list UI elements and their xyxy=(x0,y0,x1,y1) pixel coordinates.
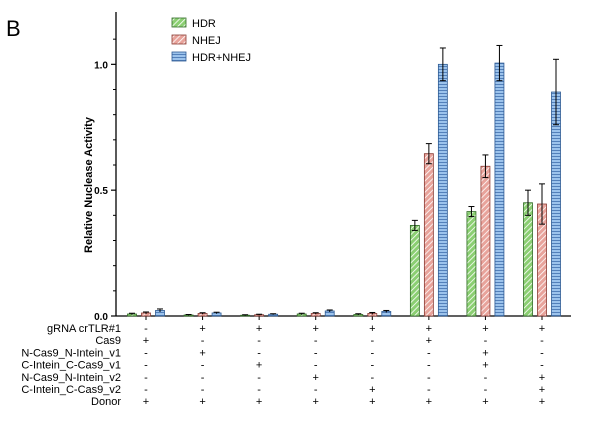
condition-sign: - xyxy=(144,347,148,359)
condition-sign: + xyxy=(482,323,488,335)
condition-sign: - xyxy=(144,360,148,372)
condition-sign: - xyxy=(201,360,205,372)
bar-hdr xyxy=(409,224,420,317)
condition-sign: + xyxy=(539,384,545,396)
condition-row-label: C-Intein_C-Cas9_v1 xyxy=(21,360,121,372)
condition-row-label: C-Intein_C-Cas9_v2 xyxy=(21,384,121,396)
condition-row-label: N-Cas9_N-Intein_v1 xyxy=(21,347,121,359)
condition-sign: + xyxy=(199,396,205,408)
condition-sign: + xyxy=(143,396,149,408)
condition-sign: + xyxy=(426,323,432,335)
condition-sign: - xyxy=(201,384,205,396)
condition-row-label: N-Cas9_N-Intein_v2 xyxy=(21,372,121,384)
condition-sign: - xyxy=(427,347,431,359)
legend-swatch xyxy=(171,51,187,62)
legend-swatch xyxy=(171,17,187,28)
condition-sign: + xyxy=(539,323,545,335)
condition-sign: - xyxy=(144,372,148,384)
condition-table: gRNA crTLR#1- + + + + + + +Cas9 + - - - - + - -N-Cas9_N… xyxy=(21,323,545,408)
condition-sign: + xyxy=(143,335,149,347)
legend-label: HDR xyxy=(192,18,216,30)
condition-sign: - xyxy=(370,335,374,347)
condition-sign: + xyxy=(256,323,262,335)
bar-hdr-nhej xyxy=(494,62,505,317)
condition-sign: - xyxy=(257,347,261,359)
condition-sign: + xyxy=(482,360,488,372)
condition-sign: - xyxy=(370,347,374,359)
error-bars xyxy=(129,44,559,316)
y-tick-label: 1.0 xyxy=(94,60,108,71)
legend: HDR NHEJ HDR+NHEJ xyxy=(171,17,251,64)
panel-label: B xyxy=(6,16,21,41)
bar-nhej xyxy=(423,153,434,317)
condition-sign: - xyxy=(427,360,431,372)
condition-sign: - xyxy=(484,384,488,396)
condition-row-label: gRNA crTLR#1 xyxy=(47,323,121,335)
condition-row-label: Cas9 xyxy=(95,335,121,347)
condition-sign: + xyxy=(482,396,488,408)
bar-hdr-nhej xyxy=(551,91,561,317)
condition-sign: + xyxy=(426,335,432,347)
condition-sign: - xyxy=(201,372,205,384)
condition-sign: + xyxy=(312,372,318,384)
y-axis-title: Relative Nuclease Activity xyxy=(83,116,95,253)
condition-sign: - xyxy=(427,384,431,396)
condition-sign: - xyxy=(540,347,544,359)
condition-sign: + xyxy=(256,360,262,372)
bar-hdr xyxy=(466,211,477,317)
bar-hdr-nhej xyxy=(437,63,448,317)
condition-sign: - xyxy=(314,360,318,372)
condition-sign: - xyxy=(314,347,318,359)
condition-sign: - xyxy=(257,335,261,347)
condition-sign: + xyxy=(539,396,545,408)
legend-swatch xyxy=(171,34,187,45)
condition-sign: - xyxy=(370,360,374,372)
condition-sign: - xyxy=(540,360,544,372)
bars xyxy=(127,62,561,317)
condition-sign: - xyxy=(201,335,205,347)
condition-sign: - xyxy=(314,384,318,396)
condition-sign: + xyxy=(369,396,375,408)
condition-sign: + xyxy=(312,323,318,335)
condition-row-label: Donor xyxy=(91,396,121,408)
condition-sign: - xyxy=(427,372,431,384)
bar-hdr xyxy=(523,202,533,317)
condition-sign: - xyxy=(257,384,261,396)
condition-sign: - xyxy=(144,323,148,335)
condition-sign: + xyxy=(369,323,375,335)
condition-sign: - xyxy=(540,335,544,347)
condition-sign: - xyxy=(257,372,261,384)
condition-sign: + xyxy=(369,384,375,396)
condition-sign: + xyxy=(312,396,318,408)
condition-sign: - xyxy=(484,335,488,347)
condition-sign: + xyxy=(199,323,205,335)
condition-sign: + xyxy=(539,372,545,384)
bar-nhej xyxy=(480,165,491,317)
condition-sign: + xyxy=(426,396,432,408)
condition-sign: + xyxy=(482,347,488,359)
condition-sign: - xyxy=(144,384,148,396)
condition-sign: - xyxy=(370,372,374,384)
y-tick-label: 0.0 xyxy=(94,312,108,323)
condition-sign: - xyxy=(314,335,318,347)
condition-sign: + xyxy=(199,347,205,359)
legend-label: HDR+NHEJ xyxy=(192,52,251,64)
condition-sign: + xyxy=(256,396,262,408)
legend-label: NHEJ xyxy=(192,35,221,47)
y-tick-label: 0.5 xyxy=(94,186,108,197)
condition-sign: - xyxy=(484,372,488,384)
